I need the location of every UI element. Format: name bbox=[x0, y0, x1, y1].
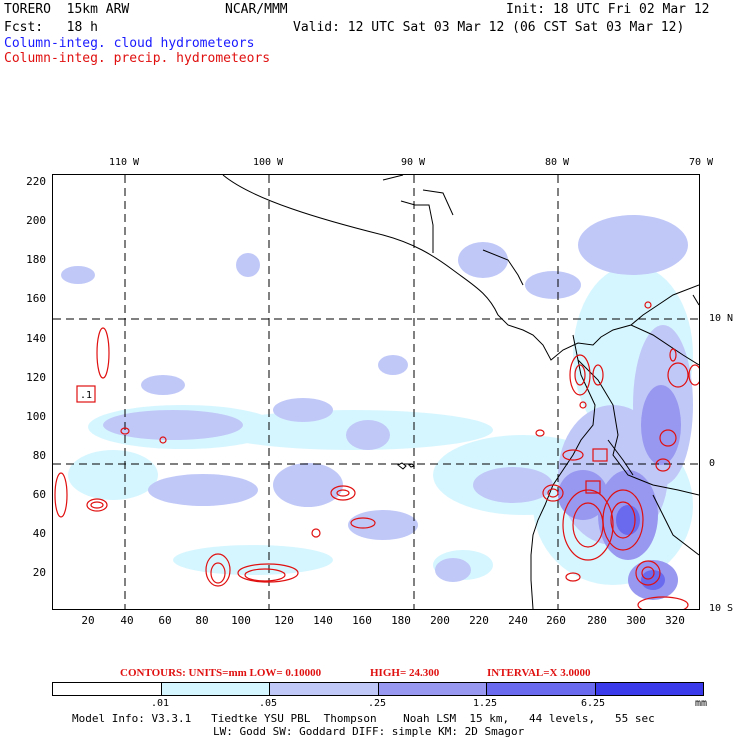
map-svg: .1 bbox=[53, 175, 699, 609]
forecast-hour: Fcst: 18 h bbox=[4, 20, 98, 35]
colorbar-unit: mm bbox=[694, 698, 708, 709]
colorbar-bin bbox=[378, 683, 487, 695]
lat-label: 0 bbox=[709, 458, 716, 469]
colorbar-bin bbox=[487, 683, 596, 695]
x-tick-label: 20 bbox=[81, 614, 95, 627]
x-tick-label: 180 bbox=[391, 614, 411, 627]
y-tick-label: 60 bbox=[32, 488, 46, 501]
y-tick-label: 180 bbox=[26, 253, 46, 266]
lon-label: 100 W bbox=[252, 157, 284, 168]
lat-label: 10 S bbox=[709, 603, 734, 614]
lat-label: 10 N bbox=[709, 313, 734, 324]
center-title: NCAR/MMM bbox=[225, 2, 288, 17]
x-tick-label: 200 bbox=[430, 614, 450, 627]
x-tick-label: 80 bbox=[195, 614, 209, 627]
init-time: Init: 18 UTC Fri 02 Mar 12 bbox=[506, 2, 710, 17]
x-tick-label: 220 bbox=[469, 614, 489, 627]
contour-high: HIGH= 24.300 bbox=[370, 667, 440, 679]
colorbar-label: .25 bbox=[367, 698, 387, 709]
y-tick-label: 120 bbox=[26, 371, 46, 384]
lon-label: 110 W bbox=[108, 157, 140, 168]
map-panel: .1 bbox=[52, 174, 700, 610]
y-tick-label: 220 bbox=[26, 175, 46, 188]
x-tick-label: 260 bbox=[546, 614, 566, 627]
colorbar bbox=[52, 682, 704, 696]
lon-label: 90 W bbox=[400, 157, 426, 168]
y-tick-label: 160 bbox=[26, 292, 46, 305]
x-tick-label: 140 bbox=[313, 614, 333, 627]
colorbar-bin bbox=[161, 683, 270, 695]
x-tick-label: 120 bbox=[274, 614, 294, 627]
lon-label: 80 W bbox=[544, 157, 570, 168]
colorbar-label: .01 bbox=[150, 698, 170, 709]
precip-contours bbox=[54, 301, 699, 609]
colorbar-bin bbox=[53, 683, 162, 695]
field-precip-label: Column-integ. precip. hydrometeors bbox=[4, 51, 271, 66]
model-info: Model Info: V3.3.1 Tiedtke YSU PBL Thomp… bbox=[72, 712, 655, 725]
x-tick-label: 320 bbox=[665, 614, 685, 627]
x-tick-label: 240 bbox=[508, 614, 528, 627]
model-title: TORERO 15km ARW bbox=[4, 2, 130, 17]
colorbar-bin bbox=[270, 683, 379, 695]
colorbar-label: 6.25 bbox=[580, 698, 606, 709]
x-tick-label: 40 bbox=[120, 614, 134, 627]
x-tick-label: 160 bbox=[352, 614, 372, 627]
valid-time: Valid: 12 UTC Sat 03 Mar 12 (06 CST Sat … bbox=[293, 20, 685, 35]
x-tick-label: 300 bbox=[626, 614, 646, 627]
max-markers bbox=[76, 385, 608, 494]
x-tick-label: 280 bbox=[587, 614, 607, 627]
lon-label: 70 W bbox=[688, 157, 714, 168]
contour-units: CONTOURS: UNITS=mm LOW= 0.10000 bbox=[120, 667, 322, 679]
colorbar-label: .05 bbox=[258, 698, 278, 709]
y-tick-label: 200 bbox=[26, 214, 46, 227]
colorbar-bin bbox=[595, 683, 703, 695]
contour-interval: INTERVAL=X 3.0000 bbox=[487, 667, 591, 679]
coastline bbox=[222, 175, 699, 609]
y-tick-label: 140 bbox=[26, 332, 46, 345]
y-tick-label: 40 bbox=[32, 527, 46, 540]
colorbar-label: 1.25 bbox=[472, 698, 498, 709]
grid-lines bbox=[53, 175, 699, 609]
field-cloud-label: Column-integ. cloud hydrometeors bbox=[4, 36, 255, 51]
y-tick-label: 80 bbox=[32, 449, 46, 462]
x-tick-label: 60 bbox=[158, 614, 172, 627]
y-tick-label: 100 bbox=[26, 410, 46, 423]
model-physics: LW: Godd SW: Goddard DIFF: simple KM: 2D… bbox=[213, 725, 525, 738]
x-tick-label: 100 bbox=[231, 614, 251, 627]
max-value-label: .1 bbox=[80, 390, 92, 401]
y-tick-label: 20 bbox=[32, 566, 46, 579]
